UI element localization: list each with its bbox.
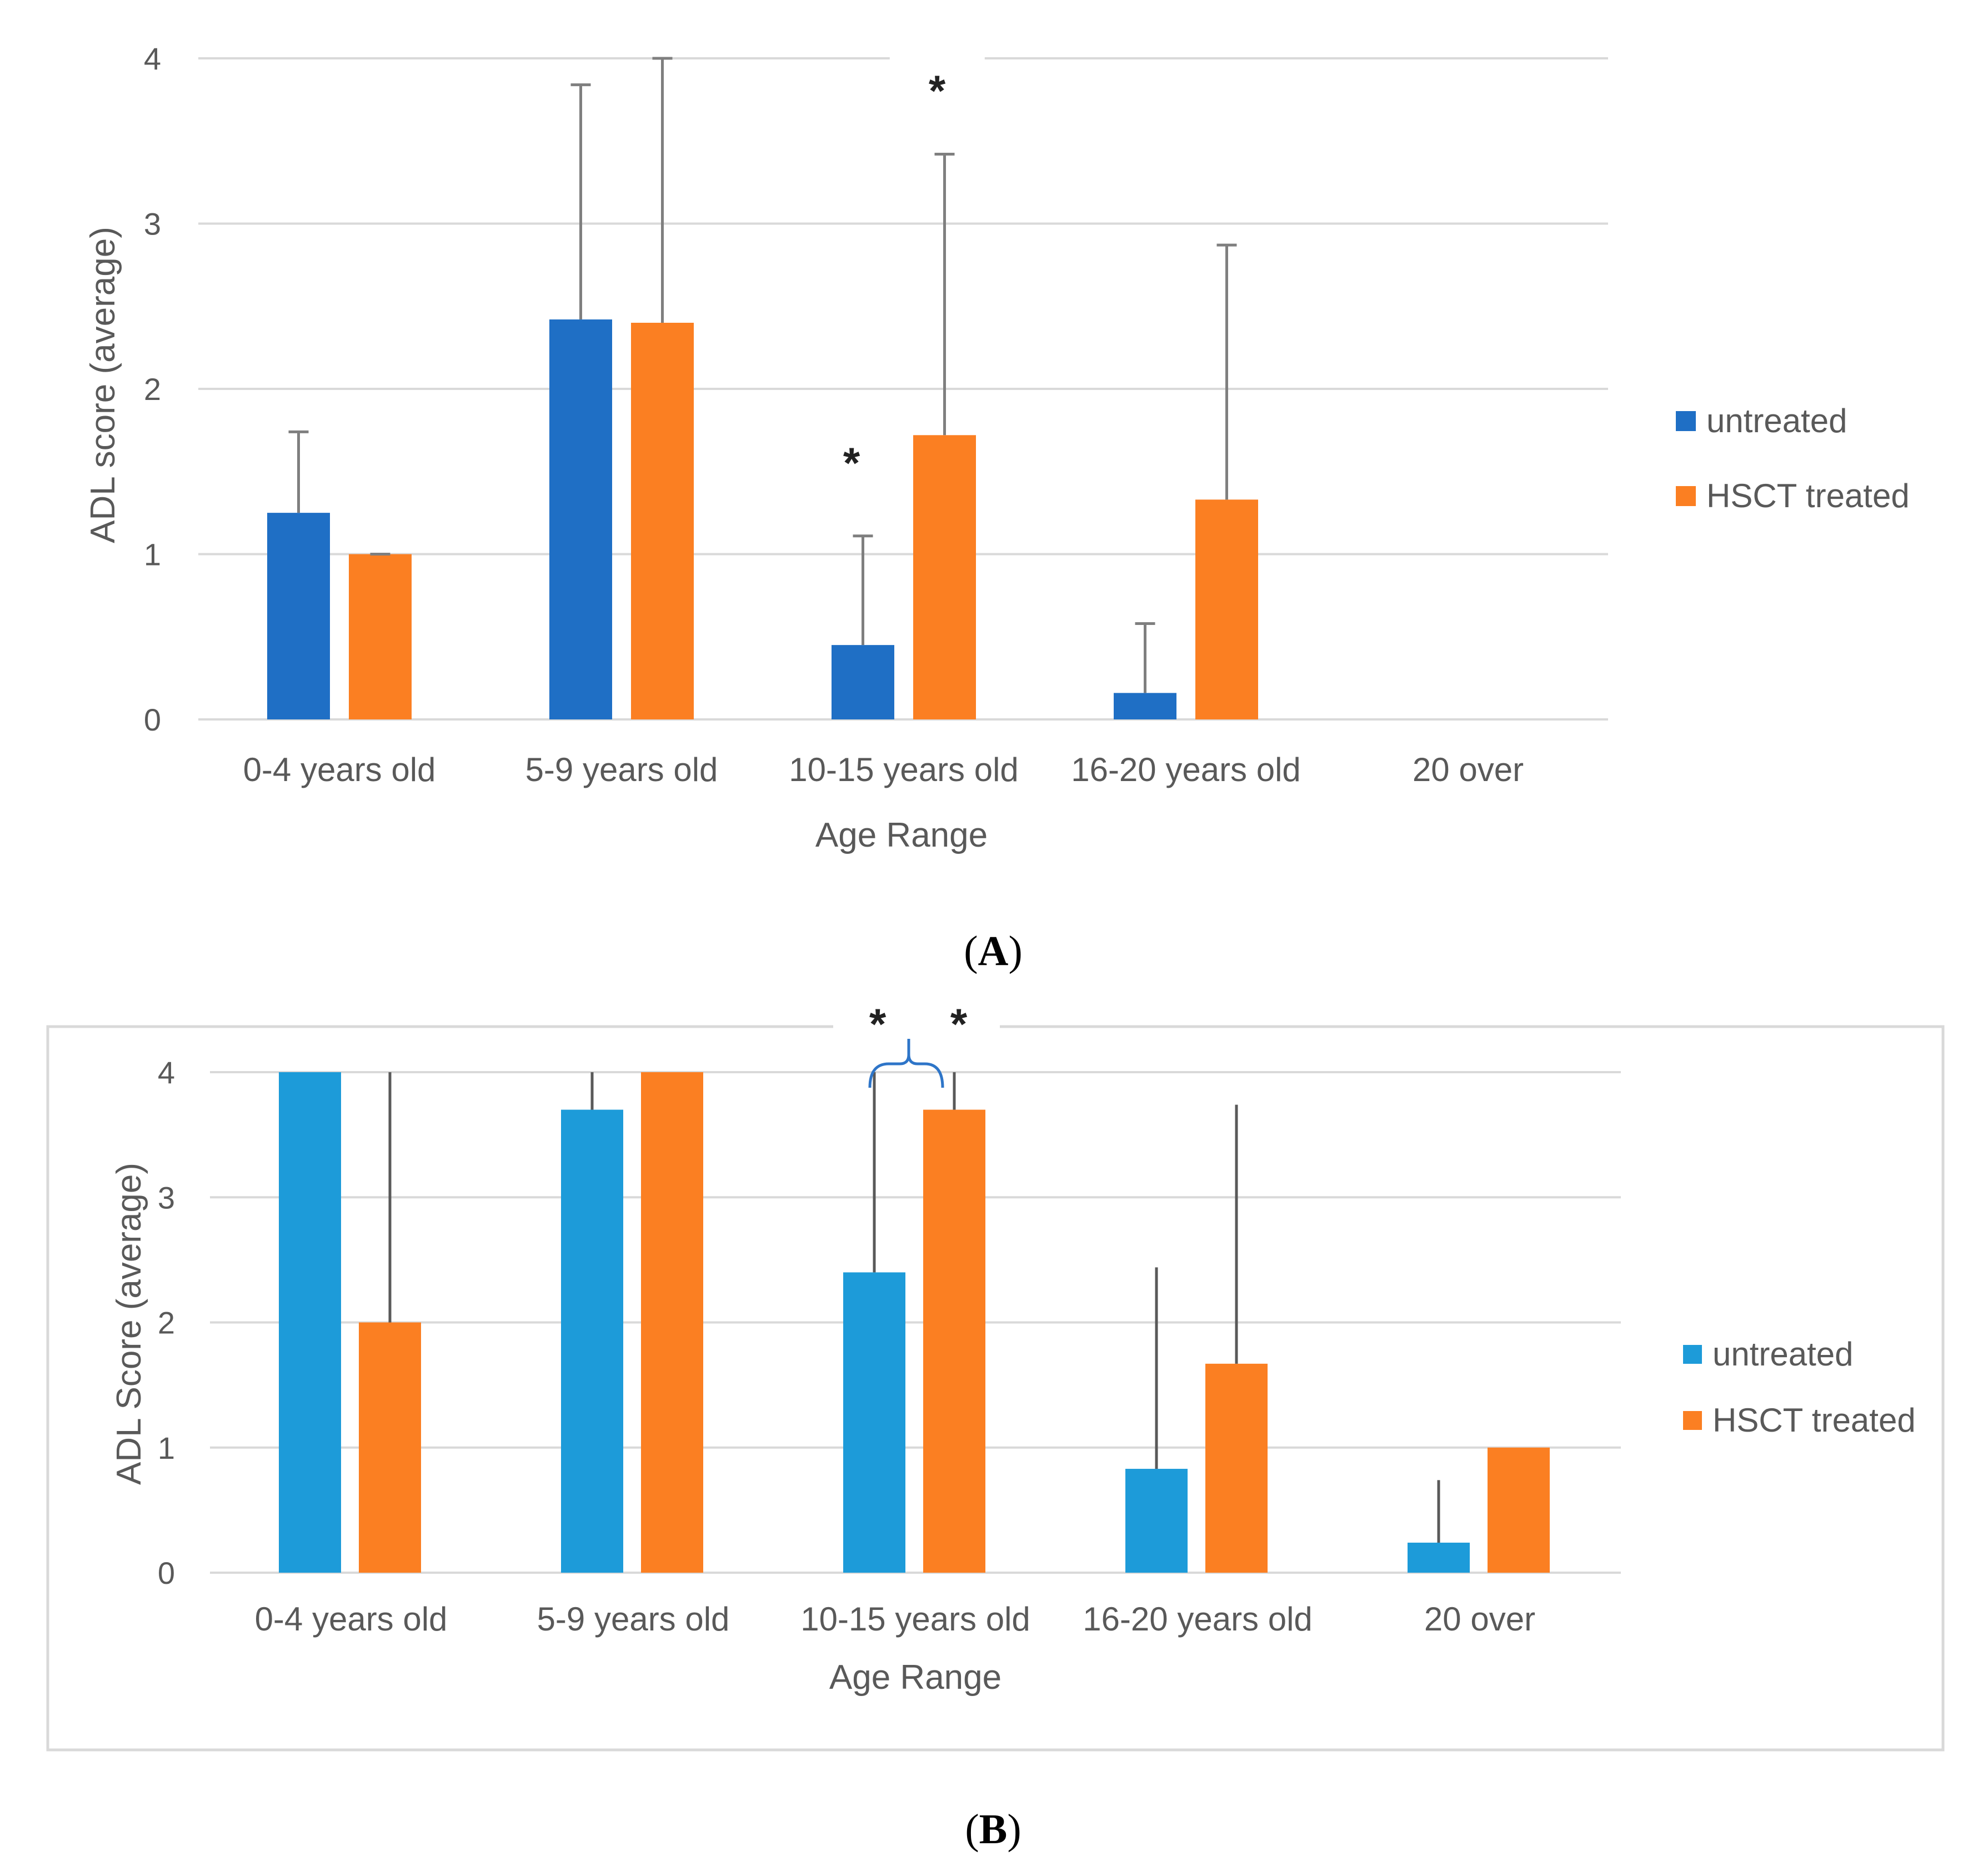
panel-a-y-tick-label: 1 (144, 537, 161, 572)
panel-a-bar-hsct-10-15-years-old (913, 435, 976, 719)
panel-a-bar-hsct-0-4-years-old (349, 554, 412, 719)
panel-b-bar-untreated-10-15-years-old (843, 1272, 905, 1573)
panel-a-y-axis-title: ADL score (average) (84, 227, 122, 543)
panel-a-star-backdrop (889, 50, 985, 67)
panel-b-significance-star-untreated: * (869, 999, 887, 1048)
panel-a-bar-untreated-16-20-years-old (1114, 693, 1176, 719)
panel-a-y-tick-label: 2 (144, 372, 161, 407)
panel-b-label: (B) (965, 1806, 1021, 1853)
panel-b-bar-hsct-16-20-years-old (1205, 1363, 1268, 1573)
panel-a-x-tick-label: 10-15 years old (789, 751, 1019, 788)
panel-a-bar-untreated-5-9-years-old (549, 319, 612, 719)
panel-a-legend-swatch-hsct (1676, 486, 1696, 506)
panel-a-label-letter: A (978, 928, 1009, 974)
panel-a-y-tick-label: 4 (144, 41, 161, 76)
panel-a-legend-label-untreated: untreated (1706, 402, 1847, 439)
panel-b-significance-star-hsct: * (950, 999, 968, 1048)
panel-a-bars (267, 57, 1258, 719)
panel-a-bar-hsct-5-9-years-old (631, 323, 694, 719)
panel-b-legend-label-hsct: HSCT treated (1712, 1402, 1916, 1439)
panel-b-y-ticks: 0 1 2 3 4 (158, 1055, 175, 1590)
panel-b-legend-swatch-untreated (1683, 1345, 1702, 1364)
panel-b-bar-untreated-5-9-years-old (561, 1109, 623, 1573)
panel-b-legend-label-untreated: untreated (1712, 1335, 1854, 1373)
panel-b-bar-hsct-20-over (1488, 1447, 1550, 1573)
panel-b-y-tick-label: 0 (158, 1555, 175, 1590)
panel-b-bar-untreated-0-4-years-old (279, 1072, 341, 1573)
panel-b-y-axis-title: ADL Score (average) (110, 1163, 148, 1485)
panel-a-bar-hsct-16-20-years-old (1195, 499, 1258, 719)
panel-a-legend-swatch-untreated (1676, 411, 1696, 431)
panel-b-y-tick-label: 4 (158, 1055, 175, 1090)
panel-b-gridlines (210, 1071, 1621, 1574)
panel-a-significance-star-hsct: * (929, 66, 946, 115)
panel-a-x-tick-label: 0-4 years old (243, 751, 436, 788)
panel-b-star-backdrop (833, 994, 1000, 1055)
panel-b-x-tick-label: 0-4 years old (255, 1600, 448, 1638)
panel-a-x-tick-label: 5-9 years old (525, 751, 718, 788)
panel-b-y-tick-label: 3 (158, 1180, 175, 1215)
panel-b-legend-swatch-hsct (1683, 1411, 1702, 1430)
panel-a-y-tick-label: 0 (144, 702, 161, 737)
panel-b-bar-hsct-10-15-years-old (923, 1109, 985, 1573)
panel-b-significance-bracket (868, 1039, 944, 1088)
panel-b-bar-untreated-16-20-years-old (1125, 1469, 1188, 1573)
panel-b-label-letter: B (979, 1806, 1008, 1853)
panel-b-x-tick-label: 10-15 years old (800, 1600, 1030, 1638)
panel-a-legend-label-hsct: HSCT treated (1706, 477, 1910, 514)
panel-a-bar-untreated-0-4-years-old (267, 513, 330, 719)
panel-a-gridlines (198, 57, 1608, 721)
panel-b-y-tick-label: 2 (158, 1305, 175, 1340)
panel-a-legend: untreated HSCT treated (1676, 402, 1910, 514)
panel-a-label: (A) (964, 928, 1023, 974)
panel-b-bar-hsct-0-4-years-old (359, 1322, 421, 1573)
panel-b-y-tick-label: 1 (158, 1430, 175, 1465)
panel-a-bar-untreated-10-15-years-old (832, 645, 894, 719)
panel-b-chart: 0 1 2 3 4 0-4 years old 5-9 years old 10-15 ye… (110, 994, 1916, 1697)
panel-a-y-ticks: 0 1 2 3 4 (144, 41, 161, 737)
panel-b-x-tick-label: 16-20 years old (1083, 1600, 1313, 1638)
panel-b-x-tick-labels: 0-4 years old 5-9 years old 10-15 years ol… (255, 1600, 1536, 1638)
panel-b-bar-untreated-20-over (1408, 1542, 1470, 1573)
panel-b-x-tick-label: 5-9 years old (537, 1600, 730, 1638)
panel-a-chart: 0 1 2 3 4 0-4 years old 5-9 years old 10-15 ye… (84, 41, 1910, 854)
panel-b-x-tick-label: 20 over (1424, 1600, 1535, 1638)
panel-b-bar-hsct-5-9-years-old (641, 1072, 703, 1573)
panel-b-legend: untreated HSCT treated (1683, 1335, 1916, 1439)
panel-a-y-tick-label: 3 (144, 207, 161, 242)
panel-a-x-axis-title: Age Range (815, 816, 988, 854)
panel-a-x-tick-label: 20 over (1413, 751, 1524, 788)
panel-a-x-tick-labels: 0-4 years old 5-9 years old 10-15 years ol… (243, 751, 1524, 788)
panel-b-bars (279, 1072, 1550, 1573)
panel-a-x-tick-label: 16-20 years old (1071, 751, 1301, 788)
panel-b-x-axis-title: Age Range (829, 1658, 1001, 1697)
panel-a-significance-star-untreated: * (843, 438, 860, 487)
